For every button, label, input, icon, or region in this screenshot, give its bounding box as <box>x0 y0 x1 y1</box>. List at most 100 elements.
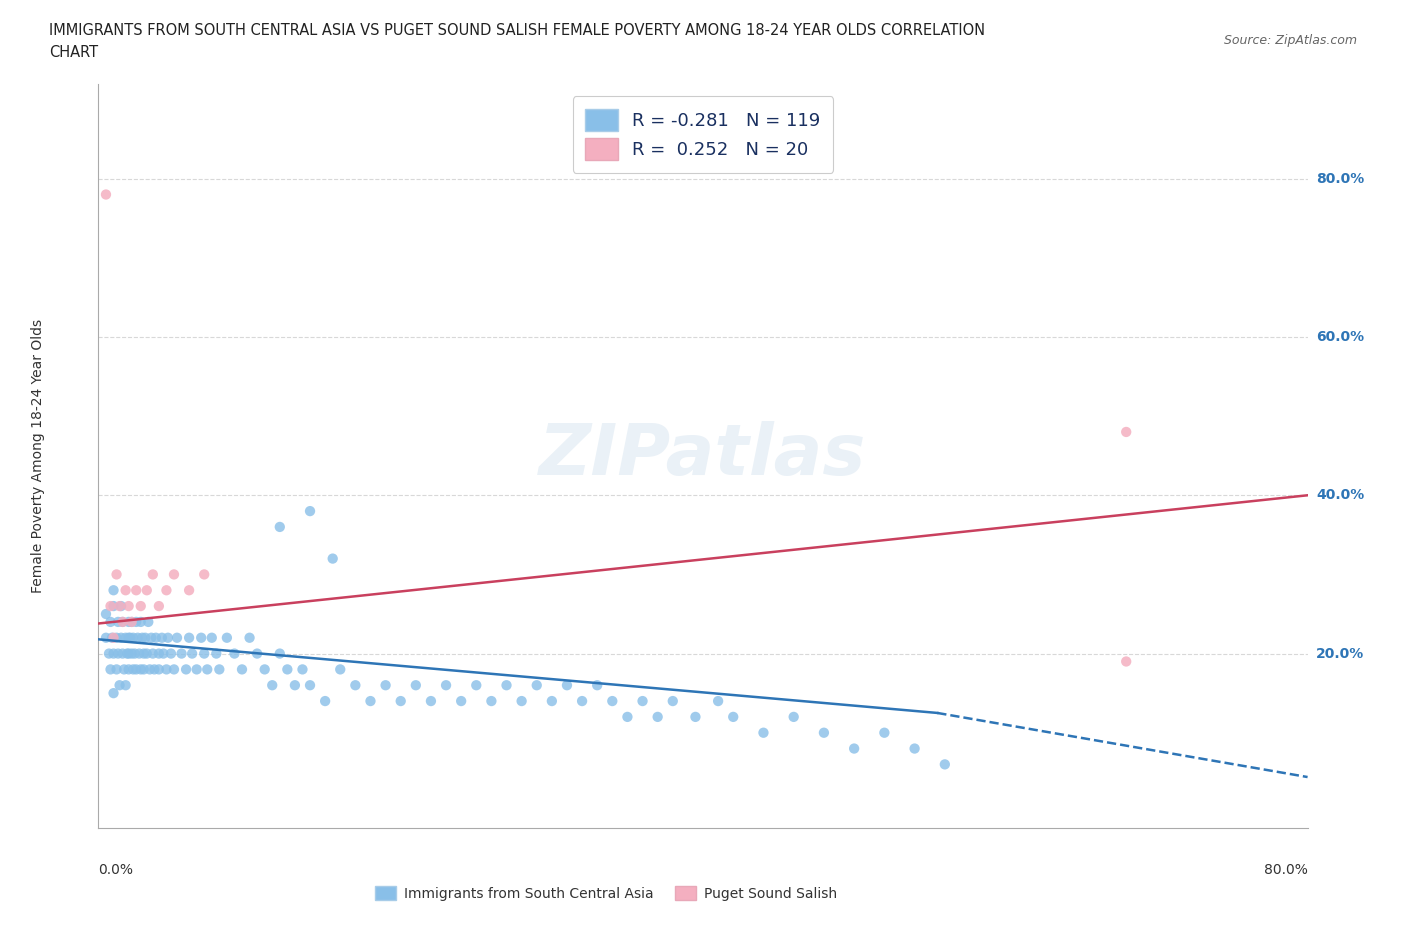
Text: CHART: CHART <box>49 45 98 60</box>
Point <box>239 631 262 645</box>
Point <box>118 615 141 630</box>
Point <box>103 631 125 645</box>
Text: 80.0%: 80.0% <box>1316 172 1364 186</box>
Point <box>193 567 215 582</box>
Point <box>112 662 135 677</box>
Point <box>904 741 927 756</box>
Point <box>122 662 145 677</box>
Point <box>434 678 457 693</box>
Point <box>145 631 167 645</box>
Point <box>844 741 866 756</box>
Point <box>374 678 396 693</box>
Point <box>142 567 165 582</box>
Point <box>100 662 122 677</box>
Point <box>450 694 472 709</box>
Point <box>186 662 208 677</box>
Point <box>215 631 238 645</box>
Point <box>110 631 132 645</box>
Point <box>174 662 197 677</box>
Point <box>103 583 125 598</box>
Point <box>129 662 152 677</box>
Point <box>166 631 188 645</box>
Point <box>114 678 136 693</box>
Point <box>201 631 224 645</box>
Point <box>224 646 246 661</box>
Point <box>262 678 284 693</box>
Point <box>100 599 122 614</box>
Point <box>253 662 276 677</box>
Point <box>510 694 533 709</box>
Text: IMMIGRANTS FROM SOUTH CENTRAL ASIA VS PUGET SOUND SALISH FEMALE POVERTY AMONG 18: IMMIGRANTS FROM SOUTH CENTRAL ASIA VS PU… <box>49 23 986 38</box>
Point <box>121 646 143 661</box>
Point <box>142 646 165 661</box>
Point <box>150 631 173 645</box>
Point <box>115 646 138 661</box>
Point <box>647 710 669 724</box>
Point <box>291 662 314 677</box>
Text: Source: ZipAtlas.com: Source: ZipAtlas.com <box>1223 34 1357 47</box>
Point <box>125 583 148 598</box>
Point <box>111 615 134 630</box>
Point <box>131 631 153 645</box>
Point <box>118 662 141 677</box>
Point <box>121 615 143 630</box>
Point <box>118 646 141 661</box>
Point <box>129 615 152 630</box>
Point <box>481 694 503 709</box>
Point <box>114 583 136 598</box>
Point <box>1115 654 1137 669</box>
Text: 0.0%: 0.0% <box>98 863 134 877</box>
Text: 80.0%: 80.0% <box>1264 863 1308 877</box>
Point <box>419 694 441 709</box>
Point <box>631 694 654 709</box>
Point <box>98 646 121 661</box>
Point <box>163 662 186 677</box>
Point <box>105 567 128 582</box>
Point <box>246 646 269 661</box>
Point <box>136 615 159 630</box>
Point <box>555 678 578 693</box>
Point <box>125 662 148 677</box>
Point <box>193 646 215 661</box>
Point <box>107 646 129 661</box>
Point <box>205 646 228 661</box>
Point <box>127 631 149 645</box>
Point <box>405 678 427 693</box>
Point <box>284 678 307 693</box>
Point <box>329 662 352 677</box>
Point <box>155 583 177 598</box>
Point <box>314 694 336 709</box>
Point <box>156 631 179 645</box>
Point <box>124 646 146 661</box>
Point <box>707 694 730 709</box>
Text: Female Poverty Among 18-24 Year Olds: Female Poverty Among 18-24 Year Olds <box>31 319 45 592</box>
Point <box>132 662 155 677</box>
Point <box>94 631 117 645</box>
Point <box>134 631 156 645</box>
Point <box>118 599 141 614</box>
Point <box>105 631 128 645</box>
Point <box>163 567 186 582</box>
Point <box>148 646 170 661</box>
Point <box>170 646 193 661</box>
Point <box>571 694 593 709</box>
Point <box>752 725 775 740</box>
Point <box>344 678 367 693</box>
Point <box>128 646 150 661</box>
Point <box>322 551 344 566</box>
Point <box>190 631 212 645</box>
Point <box>103 685 125 700</box>
Point <box>155 662 177 677</box>
Point <box>181 646 204 661</box>
Point <box>685 710 707 724</box>
Point <box>94 187 117 202</box>
Point <box>94 606 117 621</box>
Point <box>105 662 128 677</box>
Point <box>139 662 162 677</box>
Point <box>108 599 131 614</box>
Point <box>1115 424 1137 439</box>
Point <box>111 615 134 630</box>
Point <box>526 678 548 693</box>
Point <box>813 725 835 740</box>
Legend: Immigrants from South Central Asia, Puget Sound Salish: Immigrants from South Central Asia, Puge… <box>370 881 842 907</box>
